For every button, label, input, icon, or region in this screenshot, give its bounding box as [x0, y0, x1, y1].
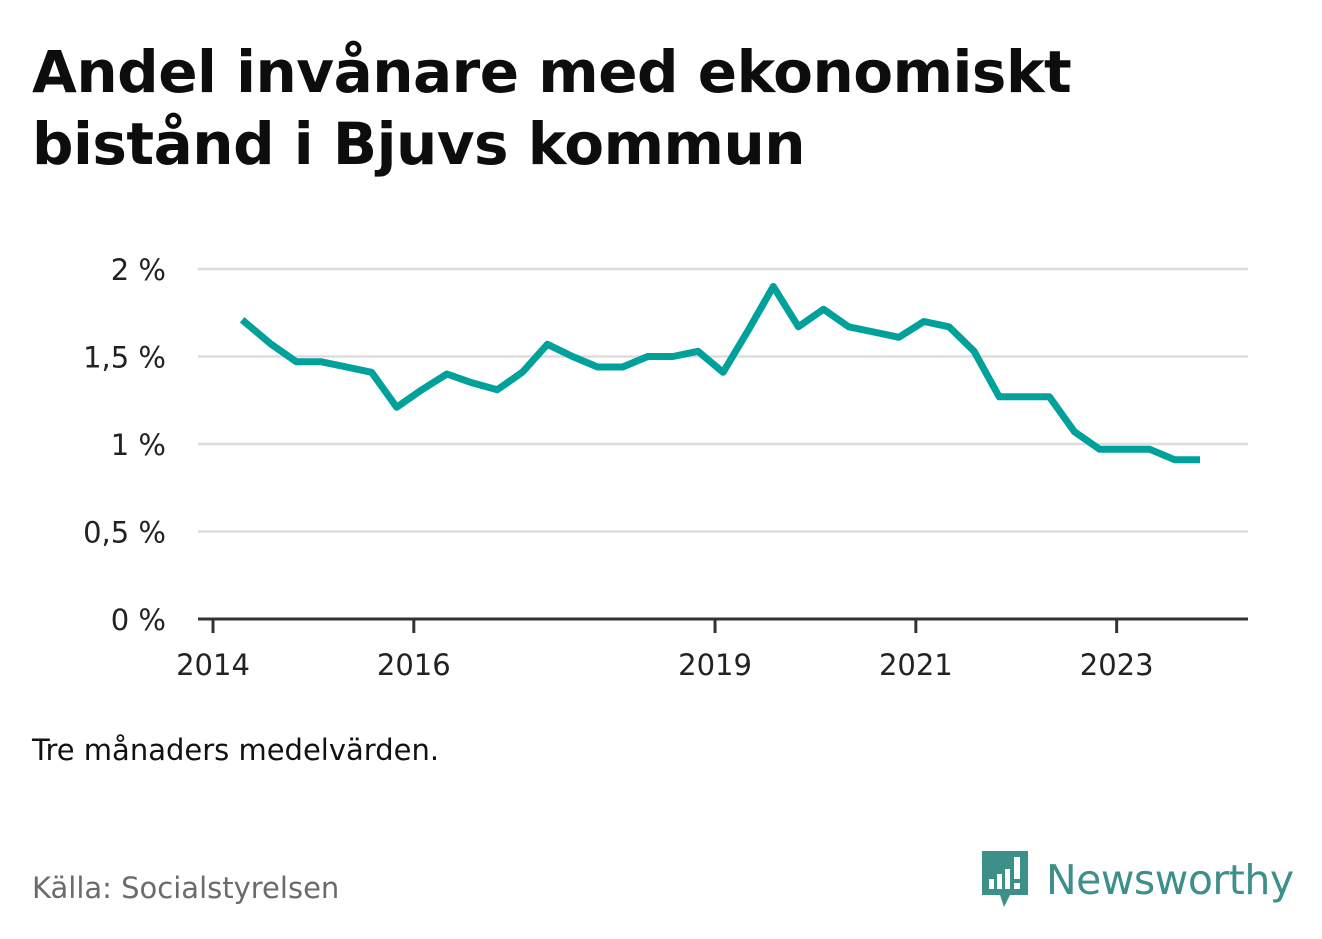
brand-name: Newsworthy — [1046, 856, 1294, 904]
y-tick-label: 1,5 % — [83, 341, 166, 375]
y-tick-label: 0,5 % — [83, 516, 166, 550]
x-tick-label: 2021 — [879, 648, 953, 682]
series-line — [239, 283, 1200, 464]
y-tick-label: 0 % — [111, 603, 166, 637]
brand-logo[interactable]: Newsworthy — [980, 848, 1294, 912]
gridlines — [198, 267, 1248, 533]
bar-chart-speech-bubble-icon — [982, 851, 1028, 907]
y-tick-label: 2 % — [111, 253, 166, 287]
chart-note: Tre månaders medelvärden. — [32, 733, 440, 767]
x-tick-label: 2014 — [176, 648, 250, 682]
source-credit: Källa: Socialstyrelsen — [32, 871, 340, 905]
x-tick-label: 2016 — [377, 648, 451, 682]
x-tick-label: 2019 — [678, 648, 752, 682]
x-axis-ticks: 2014 2016 2019 2021 2023 — [176, 619, 1154, 682]
y-axis-tick-labels: 0 % 0,5 % 1 % 1,5 % 2 % — [83, 253, 166, 637]
y-tick-label: 1 % — [111, 428, 166, 462]
x-tick-label: 2023 — [1080, 648, 1154, 682]
chart-title: Andel invånare med ekonomiskt bistånd i … — [32, 38, 1072, 178]
